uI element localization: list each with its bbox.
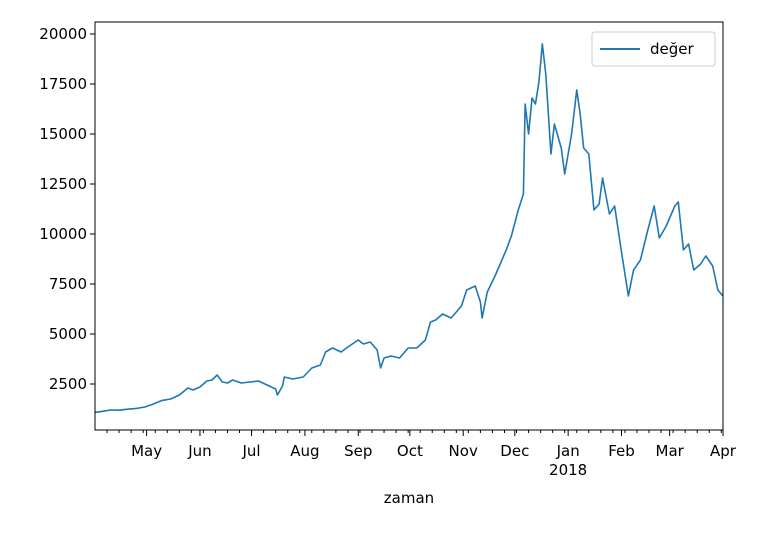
- legend-box: [591, 31, 716, 67]
- legend-label: değer: [650, 40, 695, 58]
- x-tick-sublabel: 2018: [549, 461, 587, 479]
- x-tick-label: Dec: [500, 442, 529, 460]
- x-tick-label: Jun: [187, 442, 211, 460]
- plot-frame: [94, 21, 724, 431]
- series-line-0: [94, 43, 724, 414]
- y-tick-label: 17500: [39, 75, 87, 93]
- y-tick-label: 20000: [39, 25, 87, 43]
- y-tick-label: 2500: [49, 375, 87, 393]
- series-layer: [94, 43, 724, 414]
- x-tick-label: Jul: [242, 442, 261, 460]
- x-tick-label: Apr: [710, 442, 737, 460]
- y-tick-label: 7500: [49, 275, 87, 293]
- x-tick-label: Nov: [449, 442, 478, 460]
- y-tick-label: 5000: [49, 325, 87, 343]
- x-tick-label: Sep: [344, 442, 372, 460]
- y-tick-label: 12500: [39, 175, 87, 193]
- x-tick-label: Aug: [290, 442, 319, 460]
- x-axis-title: zaman: [384, 489, 434, 507]
- y-tick-label: 15000: [39, 125, 87, 143]
- x-tick-label: Feb: [608, 442, 635, 460]
- y-axis: 2500 5000 7500 10000 12500 15000 17500 20000: [39, 25, 95, 393]
- y-tick-label: 10000: [39, 225, 87, 243]
- x-tick-label: Mar: [656, 442, 685, 460]
- legend: değer: [591, 31, 716, 67]
- x-tick-label: Jan: [556, 442, 580, 460]
- x-tick-label: Oct: [397, 442, 423, 460]
- x-tick-label: May: [131, 442, 162, 460]
